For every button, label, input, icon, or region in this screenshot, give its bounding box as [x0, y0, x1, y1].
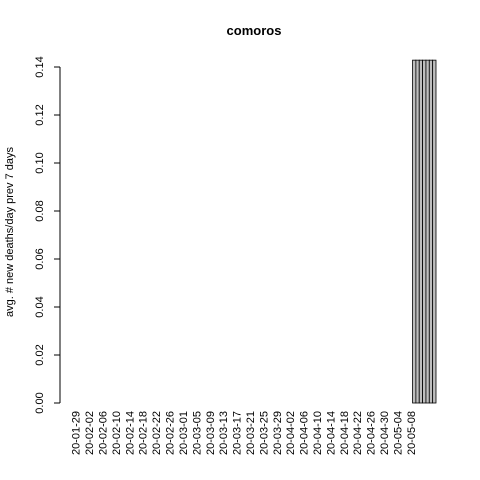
bar: [432, 59, 437, 404]
x-tick-label: 20-04-02: [285, 411, 297, 455]
x-tick-label: 20-02-14: [124, 411, 136, 455]
x-tick-label: 20-04-10: [312, 411, 324, 455]
y-tick-label: 0.00: [34, 392, 46, 413]
x-tick-label: 20-02-18: [138, 411, 150, 455]
x-tick-label: 20-04-26: [366, 411, 378, 455]
y-tick-label: 0.14: [34, 56, 46, 77]
x-tick-label: 20-02-26: [165, 411, 177, 455]
x-tick-label: 20-03-01: [178, 411, 190, 455]
x-tick-label: 20-03-17: [232, 411, 244, 455]
x-tick-label: 20-04-06: [299, 411, 311, 455]
x-axis: 20-01-29 20-02-02 20-02-06 20-02-10 20-02-14…: [71, 411, 418, 455]
x-tick-label: 20-05-04: [392, 411, 404, 455]
x-tick-label: 20-03-21: [245, 411, 257, 455]
bar: [422, 59, 427, 404]
x-tick-label: 20-03-25: [258, 411, 270, 455]
y-tick-label: 0.06: [34, 248, 46, 269]
y-tick-label: 0.10: [34, 152, 46, 173]
y-tick-label: 0.04: [34, 296, 46, 317]
bar: [418, 59, 423, 404]
x-tick-label: 20-03-09: [205, 411, 217, 455]
x-tick-label: 20-05-08: [406, 411, 418, 455]
x-tick-label: 20-03-29: [272, 411, 284, 455]
x-tick-label: 20-03-05: [191, 411, 203, 455]
y-tick-label: 0.08: [34, 200, 46, 221]
bar: [415, 59, 420, 404]
bar: [425, 59, 430, 404]
x-tick-label: 20-04-30: [379, 411, 391, 455]
x-tick-label: 20-04-22: [352, 411, 364, 455]
x-tick-label: 20-02-10: [111, 411, 123, 455]
y-tick-label: 0.02: [34, 344, 46, 365]
x-tick-label: 20-04-18: [339, 411, 351, 455]
y-axis: 0.00 0.02 0.04 0.06 0.08 0.10 0.12 0.14: [34, 56, 61, 414]
x-tick-label: 20-01-29: [71, 411, 83, 455]
bar: [412, 59, 417, 404]
y-tick-label: 0.12: [34, 104, 46, 125]
y-axis-label: avg. # new deaths/day prev 7 days: [4, 147, 16, 317]
x-tick-label: 20-02-06: [97, 411, 109, 455]
x-tick-label: 20-02-02: [84, 411, 96, 455]
bar-series: [412, 59, 437, 404]
chart-title: comoros: [227, 23, 282, 38]
x-tick-label: 20-03-13: [218, 411, 230, 455]
bar: [428, 59, 434, 404]
x-tick-label: 20-04-14: [325, 411, 337, 455]
x-tick-label: 20-02-22: [151, 411, 163, 455]
